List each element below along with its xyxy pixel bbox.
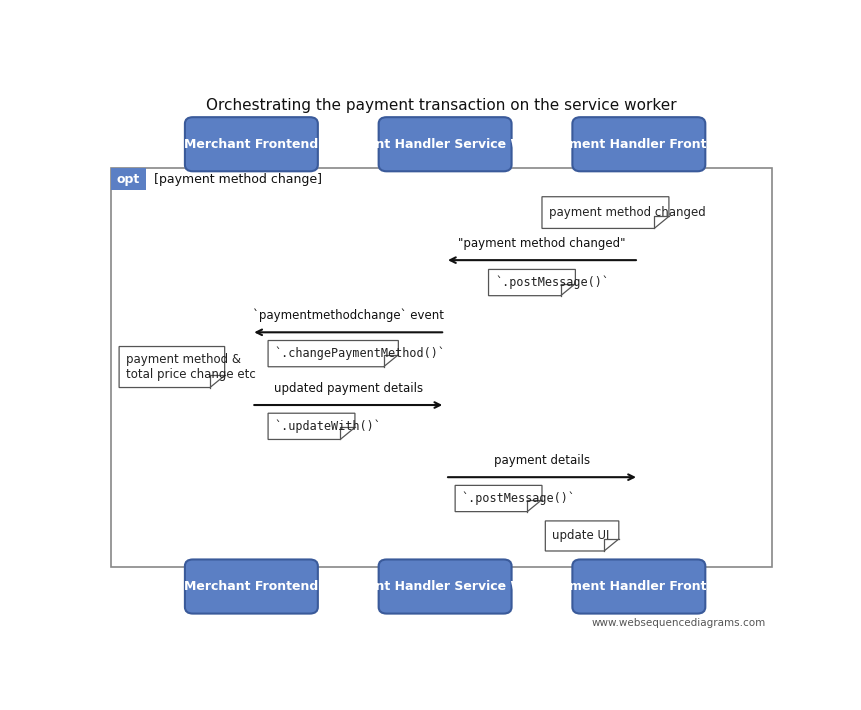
Text: `paymentmethodchange` event: `paymentmethodchange` event — [252, 309, 443, 322]
Polygon shape — [268, 413, 355, 439]
Text: `.postMessage()`: `.postMessage()` — [461, 492, 575, 506]
Text: payment details: payment details — [493, 454, 590, 467]
Text: updated payment details: updated payment details — [274, 382, 422, 395]
Text: `.postMessage()`: `.postMessage()` — [494, 275, 609, 289]
Text: Payment Handler Frontend: Payment Handler Frontend — [544, 580, 733, 593]
FancyBboxPatch shape — [185, 559, 318, 613]
Text: opt: opt — [117, 173, 140, 186]
FancyBboxPatch shape — [185, 117, 318, 171]
Polygon shape — [119, 346, 225, 388]
Polygon shape — [268, 341, 398, 367]
Bar — [111, 168, 146, 190]
FancyBboxPatch shape — [378, 117, 511, 171]
Polygon shape — [488, 269, 575, 295]
FancyBboxPatch shape — [378, 559, 511, 613]
Text: Merchant Frontend: Merchant Frontend — [184, 580, 318, 593]
Text: "payment method changed": "payment method changed" — [458, 237, 625, 251]
Bar — [111, 168, 771, 567]
Text: payment method changed: payment method changed — [548, 206, 704, 219]
Text: www.websequencediagrams.com: www.websequencediagrams.com — [591, 618, 765, 628]
Text: Payment Handler Service Worker: Payment Handler Service Worker — [329, 580, 561, 593]
Text: Payment Handler Service Worker: Payment Handler Service Worker — [329, 138, 561, 151]
Text: `.updateWith()`: `.updateWith()` — [275, 420, 381, 433]
Polygon shape — [545, 521, 618, 551]
Text: `.changePaymentMethod()`: `.changePaymentMethod()` — [275, 347, 445, 361]
Text: payment method &
total price change etc: payment method & total price change etc — [126, 353, 255, 381]
Polygon shape — [455, 486, 542, 512]
FancyBboxPatch shape — [572, 117, 704, 171]
Polygon shape — [542, 197, 668, 229]
Text: Orchestrating the payment transaction on the service worker: Orchestrating the payment transaction on… — [207, 99, 676, 114]
Text: Merchant Frontend: Merchant Frontend — [184, 138, 318, 151]
FancyBboxPatch shape — [572, 559, 704, 613]
Text: update UI: update UI — [551, 530, 609, 542]
Text: Payment Handler Frontend: Payment Handler Frontend — [544, 138, 733, 151]
Text: [payment method change]: [payment method change] — [153, 173, 321, 186]
